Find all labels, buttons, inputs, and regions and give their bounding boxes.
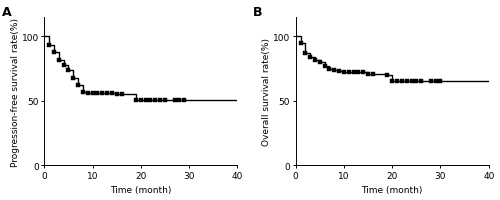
Y-axis label: Progression-free survival rate(%): Progression-free survival rate(%) xyxy=(11,18,20,166)
Text: A: A xyxy=(2,6,12,19)
Y-axis label: Overall survival rate(%): Overall survival rate(%) xyxy=(262,38,272,145)
Text: B: B xyxy=(253,6,262,19)
X-axis label: Time (month): Time (month) xyxy=(362,186,423,194)
X-axis label: Time (month): Time (month) xyxy=(110,186,172,194)
